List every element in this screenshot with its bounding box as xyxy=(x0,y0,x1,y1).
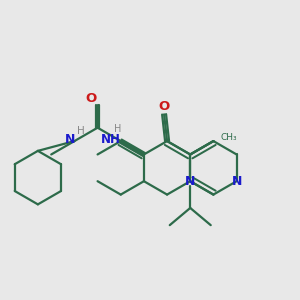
Text: O: O xyxy=(85,92,96,104)
Text: N: N xyxy=(231,175,242,188)
Text: O: O xyxy=(158,100,170,113)
Text: H: H xyxy=(77,126,85,136)
Text: N: N xyxy=(185,175,195,188)
Text: NH: NH xyxy=(101,133,121,146)
Text: H: H xyxy=(114,124,122,134)
Text: N: N xyxy=(65,133,76,146)
Text: CH₃: CH₃ xyxy=(220,133,237,142)
